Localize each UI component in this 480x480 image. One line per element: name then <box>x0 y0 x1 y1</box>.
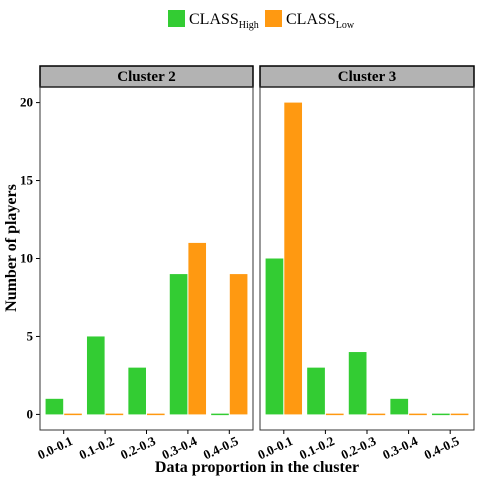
x-tick-label: 0.4-0.5 <box>201 433 241 462</box>
panel-1: Cluster 2 0.0-0.1 0.1-0.2 0.2-0.3 0.3-0.4 0.4… <box>35 65 254 462</box>
x-tick-label: 0.3-0.4 <box>159 433 199 462</box>
legend-swatch-low <box>265 10 282 27</box>
x-tick-label: 0.0-0.1 <box>255 433 295 462</box>
x-tick-label: 0.4-0.5 <box>422 433 462 462</box>
y-axis-title: Number of players <box>3 184 20 312</box>
bar-class-high <box>307 367 325 415</box>
bar-class-high <box>86 336 105 415</box>
y-tick-label: 5 <box>27 328 34 343</box>
panel-border <box>39 86 254 431</box>
y-tick-label: 15 <box>20 173 34 188</box>
bar-class-high <box>265 258 284 415</box>
y-tick-label: 0 <box>27 406 34 421</box>
panel-title: Cluster 2 <box>117 69 175 85</box>
bar-class-high <box>128 367 146 415</box>
y-tick-label: 10 <box>20 251 33 266</box>
bar-class-high <box>390 398 409 415</box>
legend-label-high: CLASSHigh <box>189 11 259 31</box>
bar-class-low <box>229 274 248 415</box>
x-axis-title: Data proportion in the cluster <box>155 459 359 476</box>
bar-class-low <box>188 242 207 415</box>
bar-class-high <box>348 352 367 415</box>
x-tick-label: 0.1-0.2 <box>77 433 117 462</box>
y-tick-label: 20 <box>20 95 33 110</box>
x-tick-label: 0.2-0.3 <box>339 433 379 462</box>
x-tick-label: 0.3-0.4 <box>380 433 420 462</box>
bar-class-low <box>284 102 303 415</box>
panel-2: Cluster 3 0.0-0.1 0.1-0.2 0.2-0.3 0.3-0.4 0.4… <box>255 65 475 462</box>
x-tick-label: 0.1-0.2 <box>297 433 337 462</box>
x-tick-label: 0.2-0.3 <box>118 433 158 462</box>
legend: CLASSHigh CLASSLow <box>168 10 355 31</box>
bar-class-high <box>45 398 64 415</box>
legend-swatch-high <box>168 10 185 27</box>
bar-class-high <box>169 274 188 415</box>
x-tick-label: 0.0-0.1 <box>35 433 75 462</box>
legend-label-low: CLASSLow <box>286 11 355 31</box>
panel-title: Cluster 3 <box>338 69 396 85</box>
